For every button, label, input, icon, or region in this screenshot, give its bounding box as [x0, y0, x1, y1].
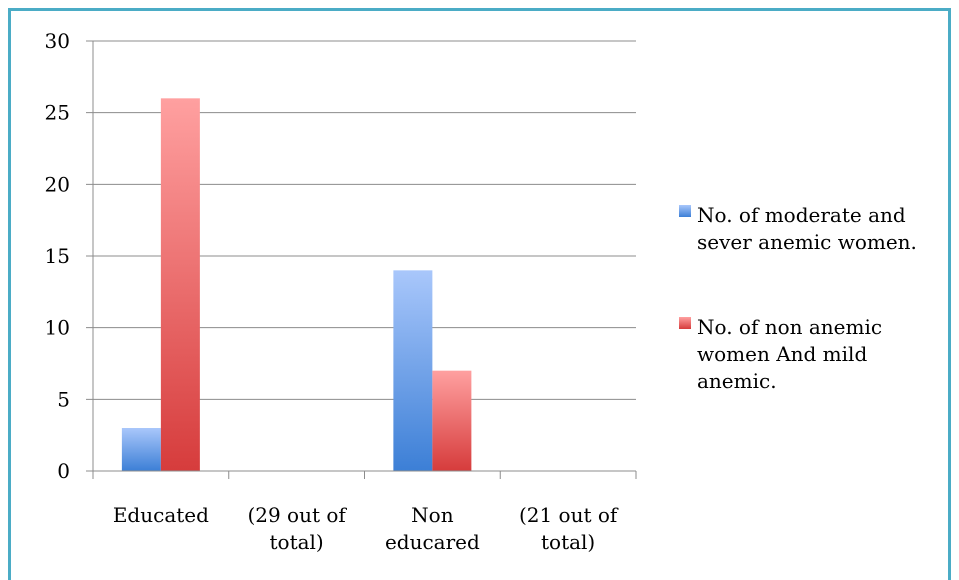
- x-category-label: total): [541, 530, 595, 554]
- bar-series2: [432, 370, 472, 471]
- legend-label: sever anemic women.: [697, 230, 917, 254]
- legend: No. of moderate and sever anemic women. No…: [679, 203, 917, 393]
- y-tick-label: 5: [57, 387, 70, 411]
- x-category-label: total): [270, 530, 324, 554]
- x-category-label: (21 out of: [519, 503, 619, 527]
- axes: 0 5 10 15 20 25 30 Educated (29 out of total) Non e…: [45, 29, 637, 554]
- x-category-label: Non: [411, 503, 454, 527]
- x-category-label: educared: [385, 530, 480, 554]
- legend-label: anemic.: [697, 369, 777, 393]
- y-tick-label: 10: [45, 316, 70, 340]
- y-tick-label: 15: [45, 244, 70, 268]
- bars: [121, 98, 472, 471]
- bar-series2: [160, 98, 200, 471]
- y-tick-label: 25: [45, 101, 70, 125]
- legend-label: No. of moderate and: [697, 203, 906, 227]
- bar-series1: [121, 428, 161, 471]
- x-category-label: (29 out of: [247, 503, 347, 527]
- x-category-label: Educated: [113, 503, 209, 527]
- legend-label: No. of non anemic: [697, 315, 882, 339]
- y-tick-label: 30: [45, 29, 70, 53]
- legend-swatch: [679, 205, 691, 217]
- y-tick-label: 0: [57, 459, 70, 483]
- y-tick-label: 20: [45, 172, 70, 196]
- legend-swatch: [679, 317, 691, 329]
- bar-series1: [393, 270, 433, 471]
- legend-label: women And mild: [697, 342, 867, 366]
